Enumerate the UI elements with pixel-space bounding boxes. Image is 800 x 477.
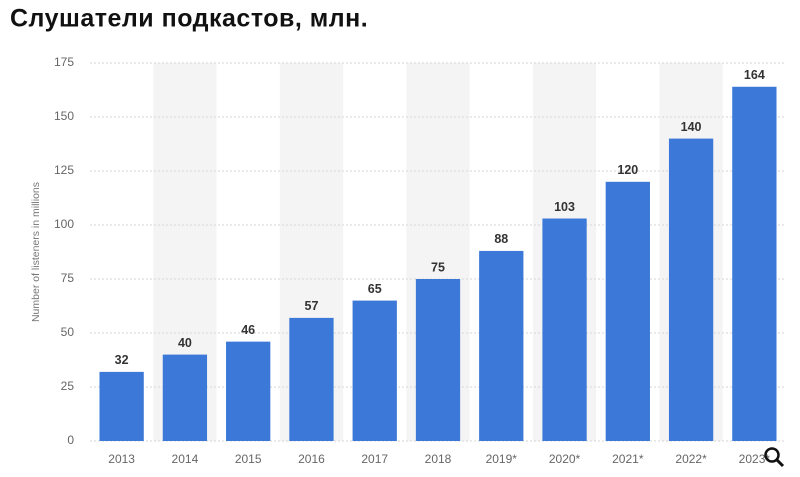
x-tick-label: 2022* [675,452,707,466]
bar [162,354,208,441]
y-tick-label: 75 [61,271,75,285]
x-tick-label: 2016 [298,452,325,466]
value-label: 88 [494,232,508,246]
value-label: 164 [744,68,765,82]
x-tick-label: 2013 [108,452,135,466]
bar [415,279,461,441]
y-tick-label: 100 [54,217,74,231]
x-tick-label: 2014 [172,452,199,466]
value-label: 103 [554,200,575,214]
y-tick-label: 125 [54,163,74,177]
y-tick-label: 25 [61,379,75,393]
x-tick-label: 2021* [612,452,644,466]
value-label: 46 [241,323,255,337]
value-label: 32 [115,353,129,367]
x-tick-label: 2015 [235,452,262,466]
bar [99,371,144,441]
value-label: 40 [178,336,192,350]
value-label: 120 [617,163,638,177]
value-label: 65 [368,282,382,296]
search-icon-circle [764,447,780,463]
bar [226,341,271,441]
bar [289,317,334,441]
bar [479,250,524,441]
value-label: 140 [681,120,702,134]
bar [668,138,714,441]
x-tick-label: 2017 [361,452,388,466]
y-axis-label: Number of listeners in millions [30,182,42,322]
bar [605,181,650,442]
value-label: 57 [305,299,319,313]
x-tick-label: 2018 [425,452,452,466]
search-icon[interactable] [764,447,785,468]
bar [542,218,587,441]
bar [352,300,397,441]
y-tick-label: 175 [54,55,74,69]
y-tick-label: 0 [67,433,74,447]
x-tick-label: 2019* [486,452,518,466]
y-tick-label: 50 [61,325,75,339]
x-tick-label: 2020* [549,452,581,466]
chart-title: Слушатели подкастов, млн. [10,5,368,33]
value-label: 75 [431,260,445,274]
bar [732,86,777,441]
y-tick-label: 150 [54,109,74,123]
x-tick-label: 2023* [739,452,771,466]
search-icon-handle [775,458,785,468]
